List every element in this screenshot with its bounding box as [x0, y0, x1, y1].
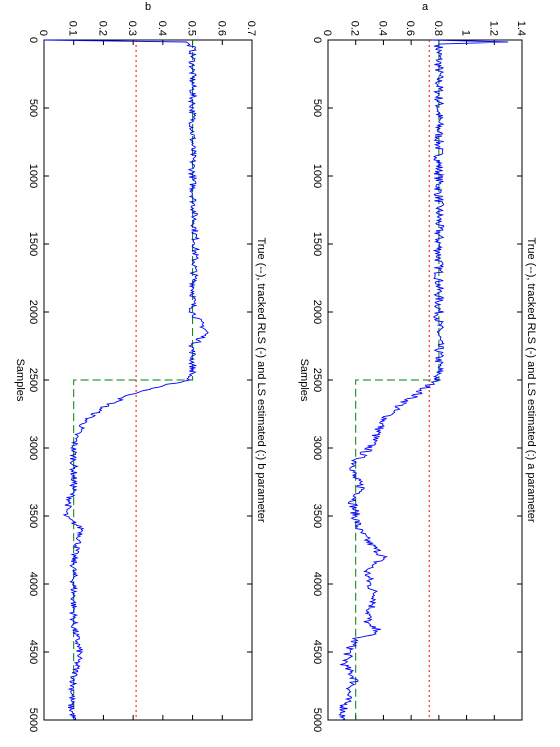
x-axis-label: Samples	[14, 359, 26, 402]
y-tick-label: 0.5	[186, 21, 198, 36]
x-tick-label: 2500	[311, 368, 323, 392]
y-tick-label: 0.6	[215, 21, 227, 36]
x-tick-label: 1500	[311, 232, 323, 256]
y-tick-label: 0.3	[126, 21, 138, 36]
y-tick-label: 1.2	[487, 21, 499, 36]
x-tick-label: 0	[311, 37, 323, 43]
y-tick-label: 0.6	[404, 21, 416, 36]
series-line-dashed	[73, 40, 194, 720]
series-line-solid	[338, 39, 509, 721]
x-tick-label: 1000	[311, 164, 323, 188]
x-tick-label: 3500	[311, 504, 323, 528]
x-tick-label: 500	[311, 99, 323, 117]
x-tick-label: 2500	[27, 368, 39, 392]
y-axis-label: b	[145, 1, 151, 13]
x-tick-label: 1000	[27, 164, 39, 188]
x-axis-label: Samples	[298, 359, 310, 402]
x-tick-label: 2000	[311, 300, 323, 324]
x-tick-label: 3500	[27, 504, 39, 528]
chart-title: True (--), tracked RLS (-) and LS estima…	[255, 237, 267, 522]
y-tick-label: 1.4	[515, 21, 527, 36]
y-tick-label: 0.2	[96, 21, 108, 36]
y-tick-label: 0.4	[156, 21, 168, 36]
series-line-solid	[43, 39, 209, 721]
y-tick-label: 0	[37, 30, 49, 36]
y-tick-label: 0.8	[432, 21, 444, 36]
y-tick-label: 1	[460, 30, 472, 36]
chart-panel-bottom: 0 500 1000 1500 2000 2500 3000 3500 4000 4500 5000…	[14, 1, 267, 732]
x-tick-label: 4000	[311, 572, 323, 596]
x-tick-label: 3000	[27, 436, 39, 460]
x-tick-label: 4500	[27, 640, 39, 664]
x-tick-label: 1500	[27, 232, 39, 256]
x-tick-label: 4000	[27, 572, 39, 596]
x-tick-label: 5000	[27, 708, 39, 732]
chart-title: True (--), tracked RLS (-) and LS estima…	[525, 237, 537, 522]
x-tick-label: 500	[27, 99, 39, 117]
series-line-dashed	[355, 40, 440, 720]
x-tick-label: 2000	[27, 300, 39, 324]
y-tick-label: 0.1	[67, 21, 79, 36]
x-tick-label: 3000	[311, 436, 323, 460]
chart-panel-top: 0 500 1000 1500 2000 2500 3000 3500 4000 4500 5000…	[298, 1, 537, 732]
y-tick-label: 0.2	[349, 21, 361, 36]
x-tick-label: 0	[27, 37, 39, 43]
y-tick-label: 0.7	[245, 21, 257, 36]
y-tick-label: 0	[321, 30, 333, 36]
y-tick-label: 0.4	[376, 21, 388, 36]
x-tick-label: 5000	[311, 708, 323, 732]
x-tick-label: 4500	[311, 640, 323, 664]
y-axis-label: a	[422, 1, 429, 13]
